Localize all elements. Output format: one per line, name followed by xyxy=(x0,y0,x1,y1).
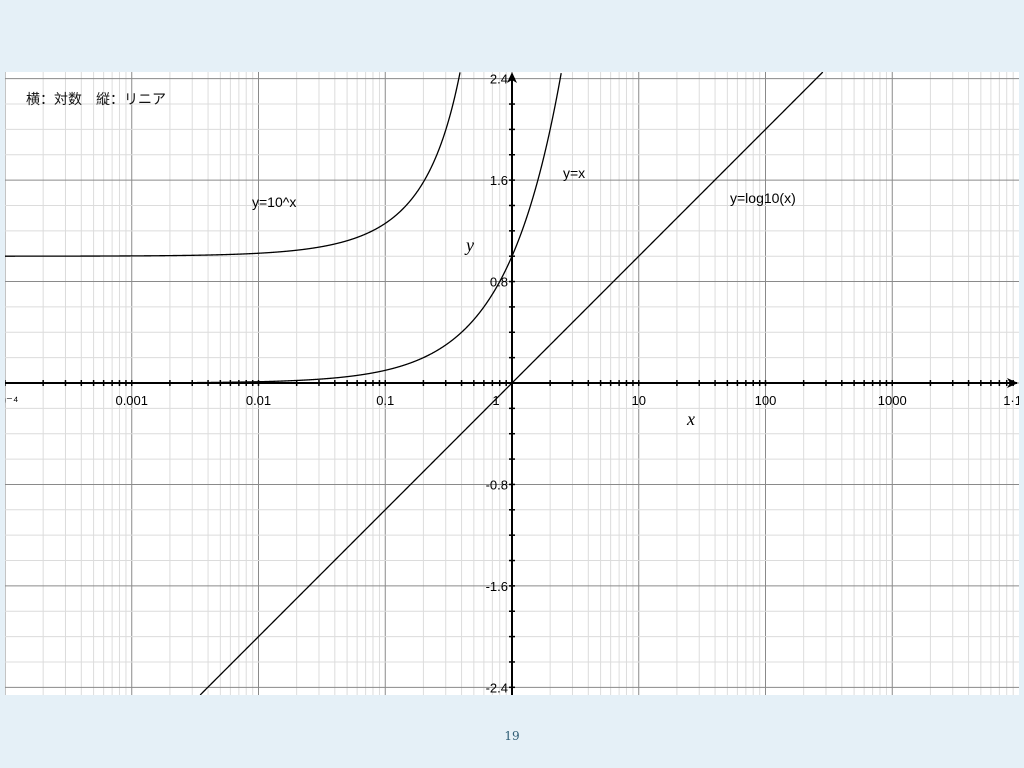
chart-title: 横：対数 縦：リニア xyxy=(26,91,166,107)
x-tick-label: 1·10⁴ xyxy=(1003,393,1024,408)
y-tick-label: -1.6 xyxy=(486,579,508,594)
x-tick-label: 100 xyxy=(755,393,777,408)
x-tick-label: 0.1 xyxy=(376,393,394,408)
x-tick-label: 1 xyxy=(492,393,499,408)
series-line-3 xyxy=(199,72,824,695)
y-tick-label: 1.6 xyxy=(490,173,508,188)
labels: 横：対数 縦：リニア y x y=10^x y=x y=log10(x) 10⁻… xyxy=(0,72,1024,695)
y-tick-label: -0.8 xyxy=(486,477,508,492)
x-tick-label: 10 xyxy=(632,393,646,408)
series-label-10x: y=10^x xyxy=(252,194,296,210)
y-axis-arrow-icon xyxy=(507,72,517,83)
x-tick-label: 0.001 xyxy=(115,393,148,408)
series-line-1 xyxy=(5,72,461,257)
x-tick-label: 1000 xyxy=(878,393,907,408)
page-number: 19 xyxy=(504,729,520,743)
y-axis-label: y xyxy=(464,235,474,255)
series-label-log10: y=log10(x) xyxy=(730,190,796,206)
x-axis-label: x xyxy=(686,409,695,429)
x-tick-label: 0.01 xyxy=(246,393,271,408)
y-tick-label: -2.4 xyxy=(486,680,508,695)
series-line-2 xyxy=(5,73,562,384)
x-tick-label: 10⁻⁴ xyxy=(0,393,18,408)
series-label-x: y=x xyxy=(563,165,585,181)
y-tick-label: 2.4 xyxy=(490,72,508,87)
curves xyxy=(5,72,824,695)
y-tick-label: 0.8 xyxy=(490,275,508,290)
